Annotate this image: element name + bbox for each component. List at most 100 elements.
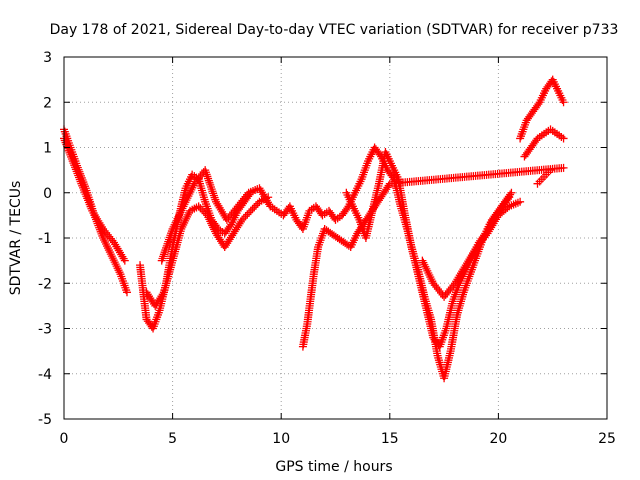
data-point [94,216,103,225]
data-point [88,206,97,215]
data-point [182,214,191,223]
data-point [115,248,124,257]
data-point [115,268,124,277]
data-point [199,207,208,216]
data-point [105,248,114,257]
data-point [260,192,269,201]
data-point [208,221,217,230]
data-point [256,186,265,195]
data-point [89,208,98,217]
series-track-7 [342,148,514,383]
data-point [559,98,568,107]
series-track-4 [142,193,273,310]
data-point [246,206,255,215]
series-track-9 [516,75,568,143]
data-point [534,100,543,109]
data-point [559,134,568,143]
data-point [111,260,120,269]
data-point [196,204,205,213]
data-point [117,250,126,259]
data-point [470,247,479,256]
data-point [118,252,127,261]
data-point [255,184,264,193]
y-tick-label: -2 [38,276,52,292]
data-point [119,254,128,263]
data-point [484,227,493,236]
data-point [239,214,248,223]
chart-title: Day 178 of 2021, Sidereal Day-to-day VTE… [50,22,619,38]
data-point [532,136,541,145]
y-tick-label: 0 [43,186,52,202]
data-point [212,197,221,206]
y-tick-label: -1 [38,231,52,247]
data-point [204,213,213,222]
data-point [252,201,261,210]
data-point [458,267,467,276]
series-track-10 [520,125,568,161]
data-point [205,215,214,224]
y-axis-label: SDTVAR / TECUs [8,181,24,296]
data-point [259,190,268,199]
data-point [507,188,516,197]
data-point [464,257,473,266]
data-point [206,217,215,226]
x-tick-label: 0 [60,431,69,447]
data-point [245,208,254,217]
data-point [559,163,568,172]
data-point [218,207,227,216]
data-point [263,198,272,207]
data-point [104,246,113,255]
data-point [120,256,129,265]
data-point [241,212,250,221]
data-point [487,223,496,232]
data-point [243,210,252,219]
data-point [184,210,193,219]
data-point [461,261,470,270]
data-point [489,219,498,228]
series-track-8 [418,197,525,301]
data-point [180,218,189,227]
data-point [453,275,462,284]
series-outliers [298,163,568,351]
data-point [110,258,119,267]
data-point [194,202,203,211]
data-point [452,277,461,286]
data-point [257,188,266,197]
data-point [488,221,497,230]
data-point [215,203,224,212]
data-point [214,201,223,210]
data-point [178,222,187,231]
data-point [107,252,116,261]
data-point [112,242,121,251]
data-point [198,205,207,214]
data-point [203,211,212,220]
data-point [114,246,123,255]
data-point [113,244,122,253]
x-tick-label: 25 [598,431,616,447]
data-point [261,194,270,203]
series-track-5 [157,166,275,265]
data-point [207,219,216,228]
data-point [102,242,111,251]
data-point [108,254,117,263]
y-tick-label: -5 [38,412,52,428]
data-point [450,279,459,288]
x-tick-label: 10 [272,431,290,447]
data-point [505,193,514,202]
data-point [343,204,352,213]
data-point [265,200,274,209]
data-points [60,75,568,383]
data-point [112,262,121,271]
data-point [459,265,468,274]
data-point [96,220,105,229]
data-point [491,215,500,224]
data-point [158,290,167,299]
data-point [177,224,186,233]
data-point [122,288,131,297]
data-point [181,216,190,225]
data-point [250,203,259,212]
y-tick-label: 2 [43,95,52,111]
data-point [99,234,108,242]
data-point [248,205,257,214]
